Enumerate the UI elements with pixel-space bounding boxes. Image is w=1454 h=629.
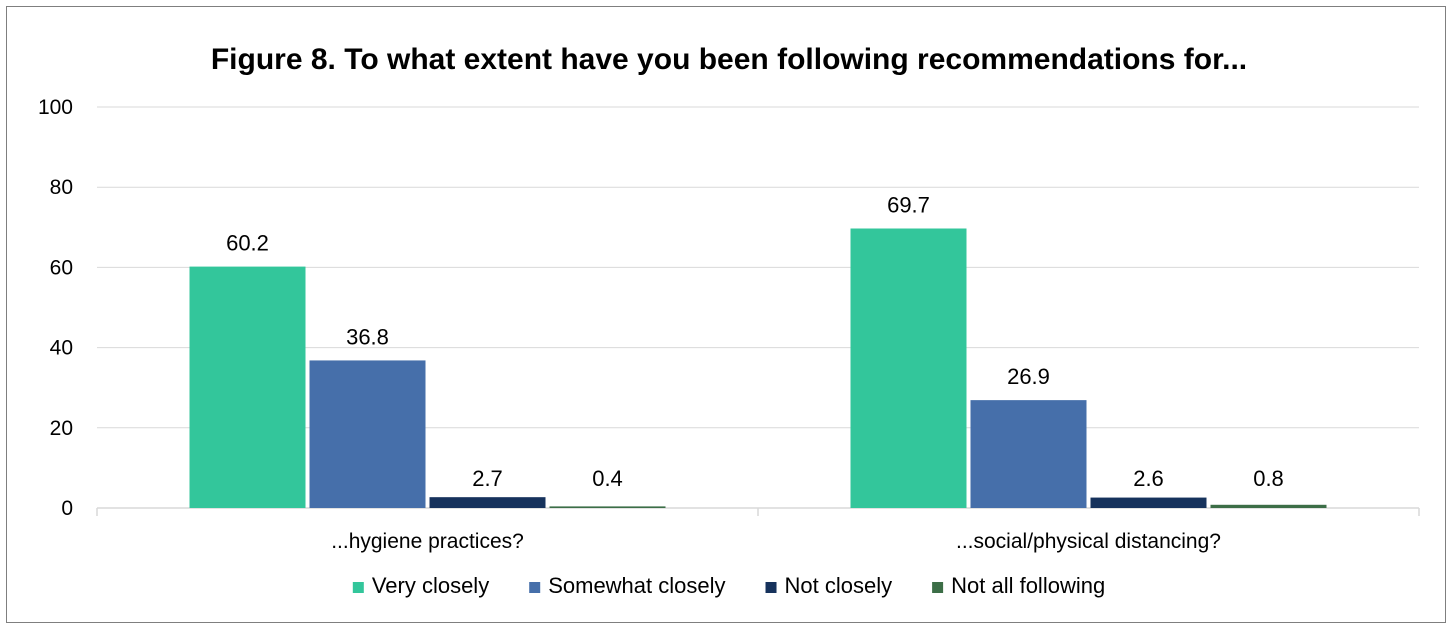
legend-swatch	[529, 582, 541, 593]
legend-item: Not all following	[932, 573, 1105, 598]
legend-label: Very closely	[372, 573, 489, 598]
chart-frame: Figure 8. To what extent have you been f…	[6, 6, 1446, 623]
legend-label: Somewhat closely	[548, 573, 725, 598]
bars	[189, 228, 1327, 509]
y-tick-label: 20	[50, 417, 73, 440]
legend-label: Not closely	[785, 573, 893, 598]
bar	[189, 266, 306, 508]
bar	[1090, 497, 1207, 508]
legend-item: Somewhat closely	[529, 573, 726, 598]
data-label: 26.9	[1007, 364, 1050, 389]
x-category-label: ...hygiene practices?	[331, 530, 524, 553]
bar-chart: Figure 8. To what extent have you been f…	[38, 43, 1420, 598]
y-tick-label: 100	[38, 96, 73, 119]
legend: Very closely Somewhat closely Not closely N…	[352, 573, 1105, 598]
data-label: 2.7	[472, 466, 503, 491]
data-label: 0.4	[592, 466, 623, 491]
y-tick-label: 80	[50, 176, 73, 199]
data-labels: 60.2 36.8 2.7 0.4 69.7 26.9 2.6 0.8	[226, 193, 1284, 491]
gridlines	[97, 106, 1419, 429]
bar	[549, 506, 666, 508]
legend-item: Very closely	[352, 573, 489, 598]
bar	[850, 228, 967, 509]
legend-item: Not closely	[765, 573, 893, 598]
legend-swatch	[765, 582, 777, 593]
y-tick-label: 60	[50, 256, 73, 279]
x-category-label: ...social/physical distancing?	[956, 530, 1221, 553]
data-label: 0.8	[1253, 466, 1284, 491]
chart-title: Figure 8. To what extent have you been f…	[211, 43, 1247, 76]
bar	[1210, 504, 1327, 508]
legend-label: Not all following	[951, 573, 1105, 598]
y-tick-label: 0	[61, 497, 73, 520]
bar	[309, 360, 426, 508]
bar	[429, 497, 546, 508]
legend-swatch	[352, 582, 364, 593]
data-label: 60.2	[226, 231, 269, 256]
data-label: 69.7	[887, 193, 930, 218]
y-tick-label: 40	[50, 337, 73, 360]
data-label: 2.6	[1133, 466, 1164, 491]
data-label: 36.8	[346, 324, 389, 349]
bar	[970, 400, 1087, 508]
legend-swatch	[932, 582, 944, 593]
